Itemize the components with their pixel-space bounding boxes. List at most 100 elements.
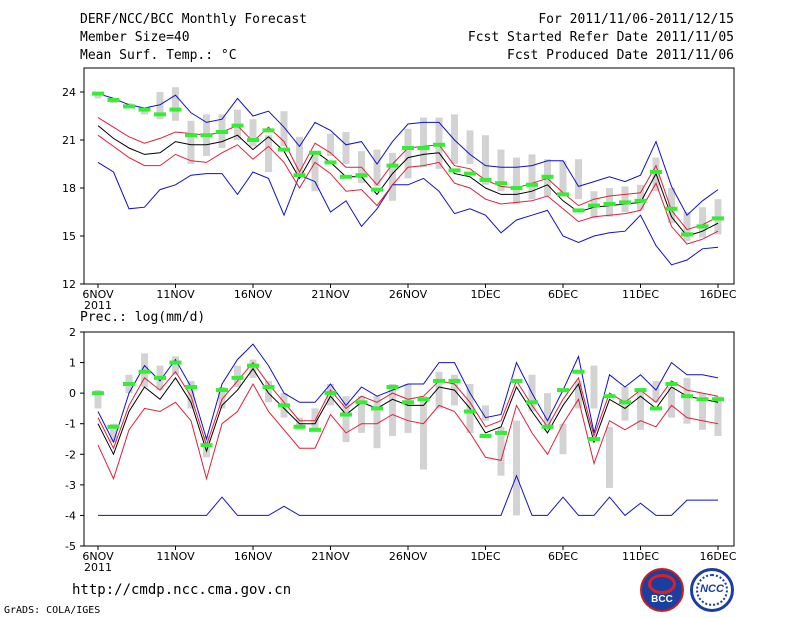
prec-x-tick-label: 1DEC [470,550,500,563]
prec-ensemble-box [110,423,117,443]
member-size-label: Member Size=40 [80,30,190,45]
temp-observed-marker [650,170,662,174]
temp-ensemble-box [172,87,179,121]
temp-observed-marker [262,128,275,133]
prec-observed-marker [650,406,662,411]
temp-observed-marker [619,200,631,205]
prec-observed-marker [324,391,337,396]
prec-ensemble-box [342,396,350,443]
prec-observed-marker [107,424,120,429]
temp-observed-marker [154,112,166,117]
prec-y-tick-label: -4 [65,509,76,522]
temp-y-tick-label: 21 [62,134,76,147]
temp-observed-marker [340,174,352,179]
temp-observed-marker [495,181,507,186]
temp-ensemble-box [187,120,195,164]
temp-ensemble-box [482,135,489,185]
temp-ensemble-box [451,114,458,164]
prec-observed-marker [402,400,414,405]
prec-ensemble-box [172,356,179,375]
temp-y-tick-label: 12 [62,278,76,291]
temp-observed-marker [107,98,120,102]
temp-observed-marker [278,147,290,152]
temp-ensemble-box [513,157,520,204]
prec-observed-marker [588,437,600,441]
forecast-period: For 2011/11/06-2011/12/15 [538,12,734,27]
prec-observed-marker [634,388,647,393]
temp-y-tick-label: 18 [62,182,76,195]
prec-x-tick-label: 16NOV [234,550,273,563]
source-url[interactable]: http://cmdp.ncc.cma.gov.cn [72,582,292,598]
prec-observed-marker [309,427,321,432]
prec-y-tick-label: -1 [65,418,76,431]
temp-ensemble-box [94,93,102,99]
prec-ensemble-box [544,393,551,430]
temp-observed-marker [92,91,104,96]
prec-ensemble-box [482,405,489,421]
temp-ensemble-box [668,188,675,224]
temp-observed-marker [464,171,476,176]
prec-ensemble-box [435,371,443,409]
temp-observed-marker [696,224,709,229]
temp-observed-marker [355,173,368,178]
prec-observed-marker [665,381,678,386]
temp-observed-marker [448,168,461,173]
prec-x-tick-label: 11NOV [156,550,195,563]
temp-ensemble-box [342,132,350,164]
prec-x-tick-label: 16DEC [699,550,736,563]
prec-ensemble-box [590,365,598,409]
temp-ensemble-box [575,159,582,200]
temp-observed-marker [417,146,430,150]
prec-max-line [97,343,719,444]
prec-observed-marker [123,381,135,386]
prec-observed-marker [169,360,182,365]
prec-observed-marker [231,375,244,380]
prec-ensemble-box [373,396,381,449]
bcc-logo: BCC [640,568,684,612]
prec-ensemble-box [358,396,365,433]
prec-observed-marker [417,397,430,402]
temp-ensemble-box [265,135,272,172]
prec-x-tick-label: 21NOV [311,550,350,563]
temp-y-tick-label: 24 [62,86,76,99]
temp-observed-marker [324,160,337,165]
prec-ensemble-box [652,380,660,403]
prec-ensemble-box [637,390,644,430]
temp-max-line [97,93,719,217]
temp-observed-marker [572,208,585,213]
temp-ensemble-box [528,154,536,200]
prec-observed-marker [479,433,492,438]
temp-observed-marker [634,198,647,203]
prec-observed-marker [262,385,275,390]
temp-x-tick-label: 11DEC [622,288,659,301]
temp-ensemble-box [420,117,427,168]
ncc-logo-text: NCC [700,583,724,595]
prec-ensemble-box [218,387,226,409]
prec-ensemble-box [559,423,567,455]
prec-ensemble-box [187,380,195,409]
temp-ensemble-box [280,111,288,147]
prec-y-tick-label: 2 [69,326,76,339]
prec-observed-marker [464,409,476,414]
temp-observed-marker [138,107,151,112]
temp-x-tick-label: 6DEC [548,288,578,301]
temp-observed-marker [231,123,244,128]
prec-y-tick-label: 0 [69,387,76,400]
temp-observed-marker [293,173,306,178]
temp-observed-marker [169,107,182,112]
temp-ensemble-box [621,186,629,212]
temp-ensemble-box [311,152,319,192]
variable-label: Mean Surf. Temp.: °C [80,48,237,63]
prec-y-tick-label: -3 [65,479,76,492]
prec-observed-marker [278,403,290,408]
temp-x-tick-label: 11NOV [156,288,195,301]
temp-x-tick-label: 16NOV [234,288,273,301]
produced-date: Fcst Produced Date 2011/11/06 [507,48,734,63]
temp-ensemble-box [699,207,706,238]
prec-observed-marker [371,406,383,411]
temp-observed-marker [185,133,197,138]
prec-observed-marker [293,424,306,429]
prec-ensemble-box [265,380,272,403]
temp-y-tick-label: 15 [62,230,76,243]
prec-ensemble-box [683,377,691,424]
